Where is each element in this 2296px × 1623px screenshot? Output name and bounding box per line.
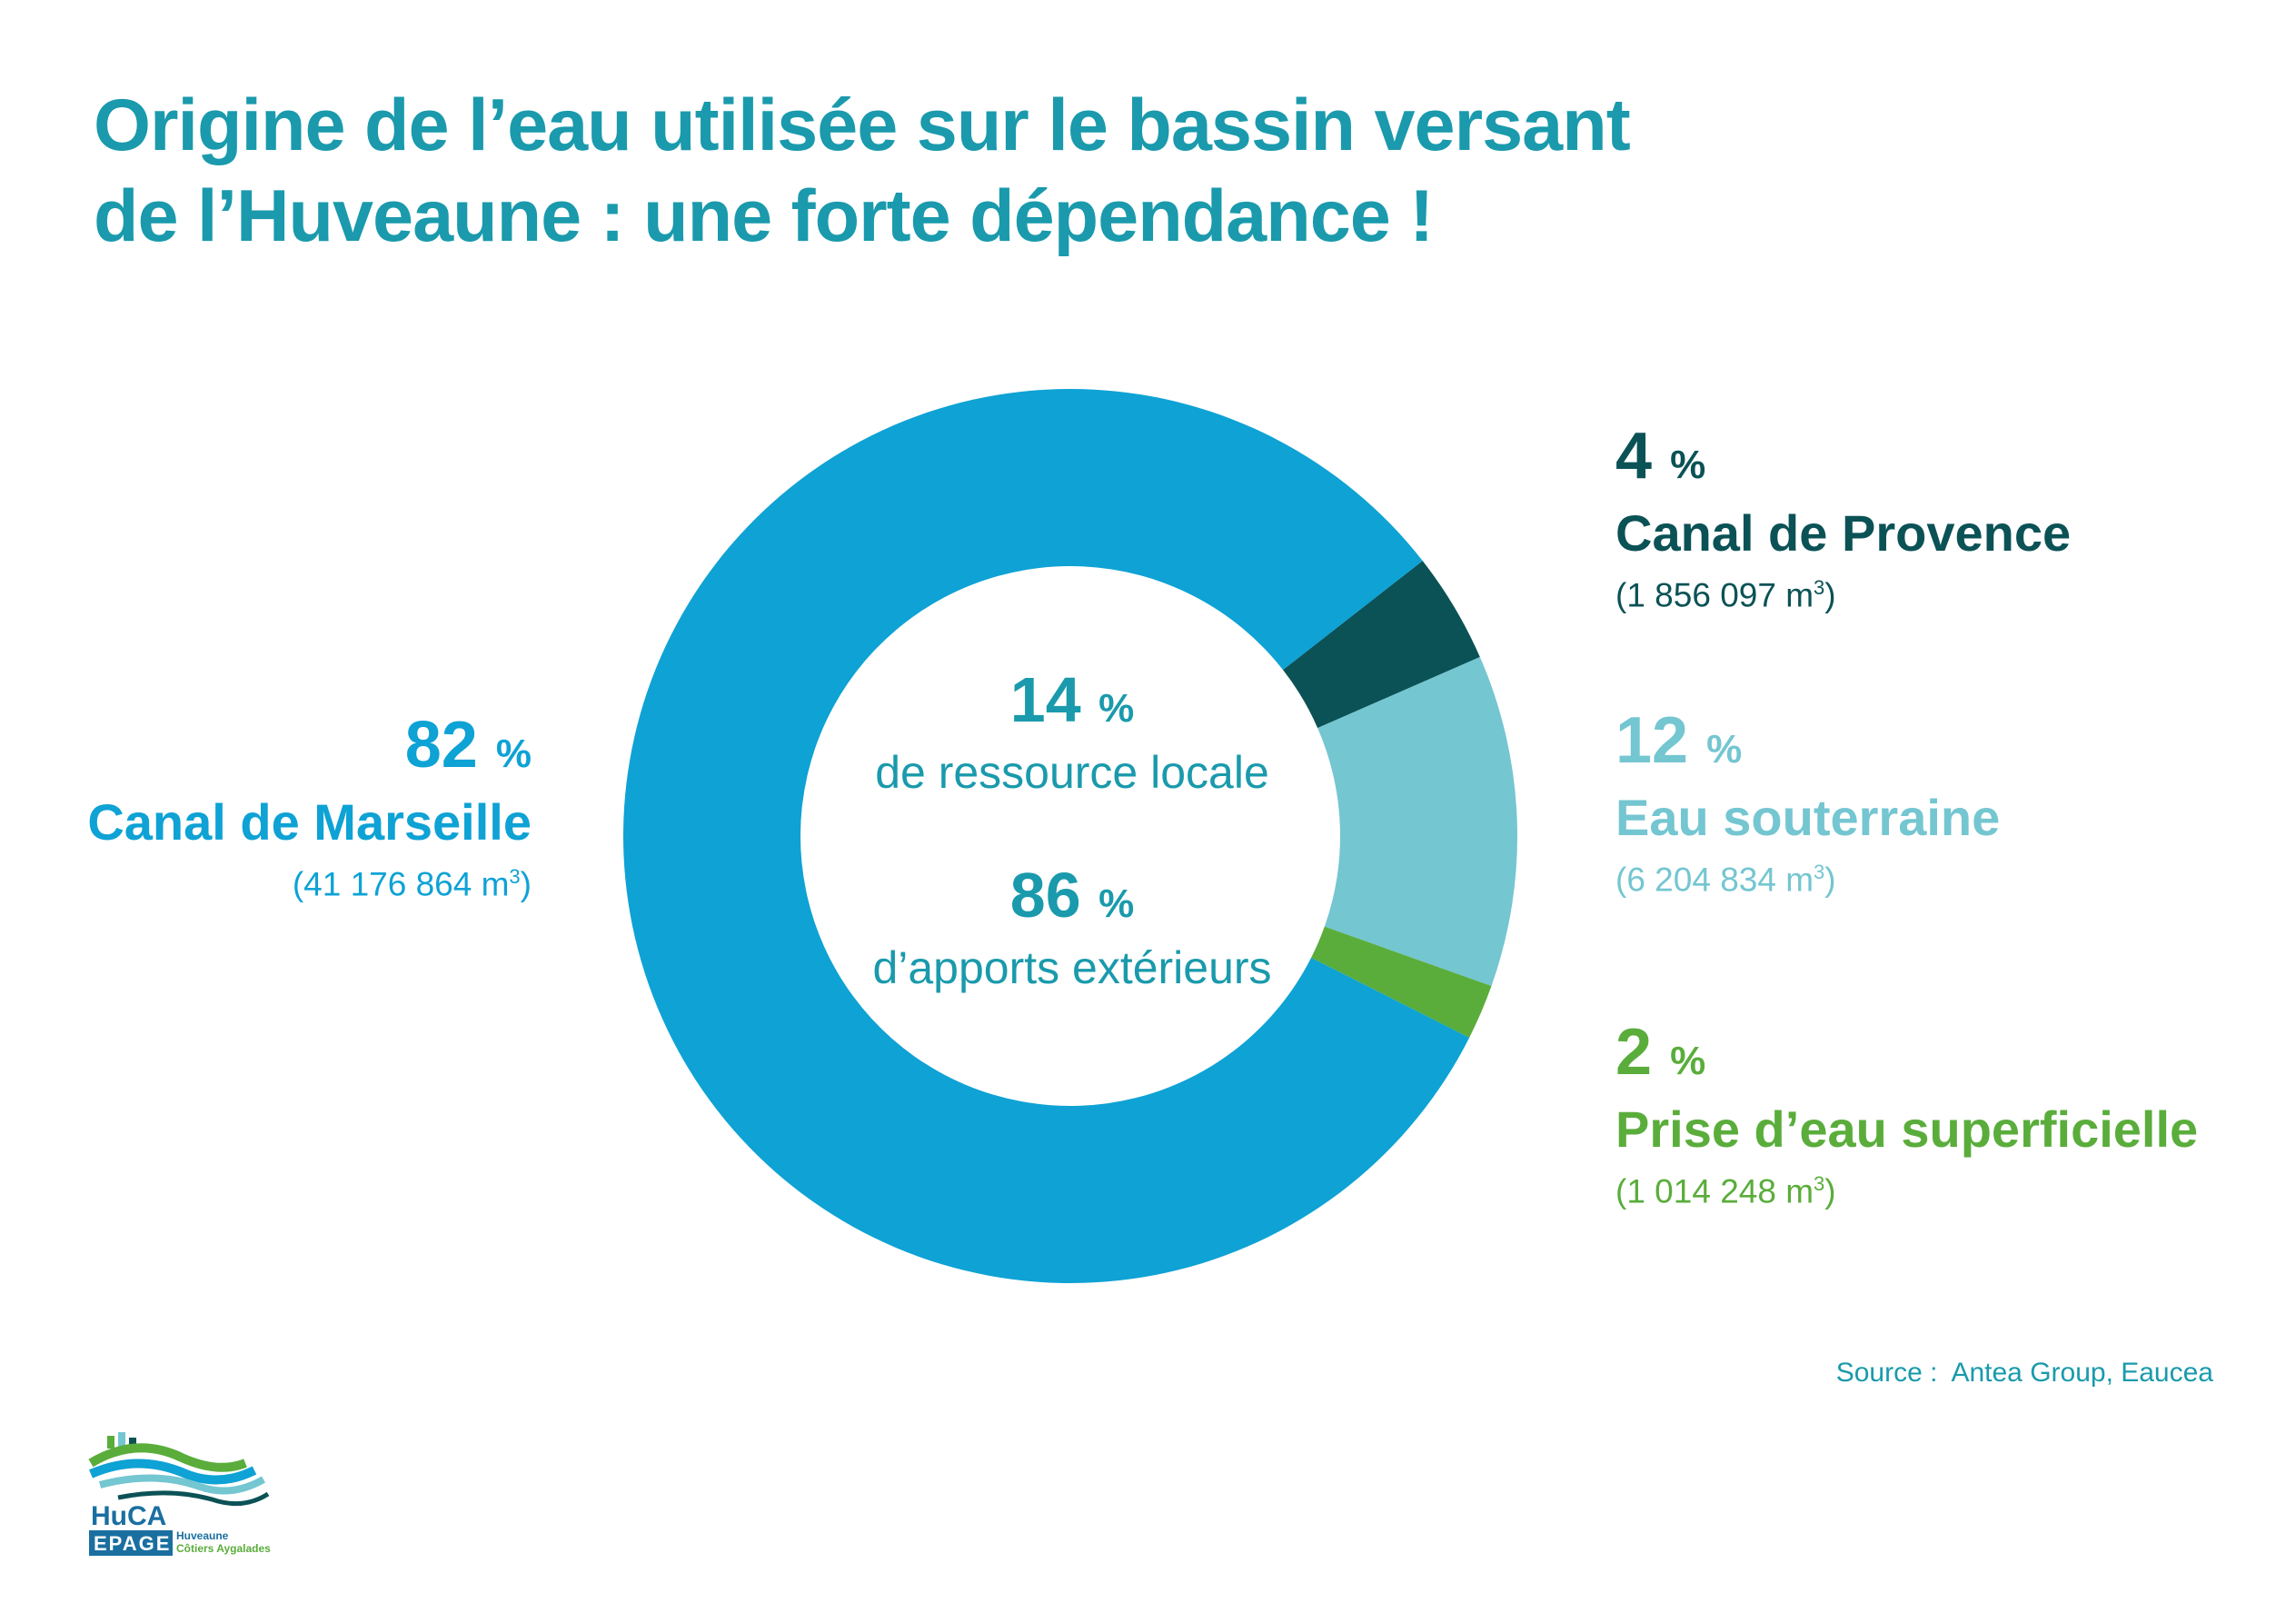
legend-unit: % — [495, 732, 532, 776]
legend-volume: (41 176 864 m — [292, 865, 510, 903]
logo-text-huca: HuCA — [91, 1501, 166, 1531]
legend-value: 4 — [1615, 420, 1653, 493]
center-local: 14 % de ressource locale — [800, 663, 1345, 800]
center-local-unit: % — [1098, 686, 1135, 731]
legend-unit: % — [1670, 443, 1706, 487]
legend-unit: % — [1670, 1039, 1706, 1083]
center-local-value: 14 — [1009, 664, 1081, 735]
legend-value: 82 — [404, 709, 478, 782]
source-note: Source : Antea Group, Eaucea — [1835, 1358, 2213, 1388]
center-ext-unit: % — [1098, 881, 1135, 926]
page-title: Origine de l’eau utilisée sur le bassin … — [94, 80, 1820, 262]
center-ext-label: d’apports extérieurs — [872, 942, 1272, 993]
legend-value: 2 — [1615, 1016, 1653, 1089]
center-external: 86 % d’apports extérieurs — [800, 859, 1345, 995]
title-line-1: Origine de l’eau utilisée sur le bassin … — [94, 85, 1631, 166]
legend-unit: % — [1706, 727, 1743, 772]
legend-eau-souterraine: 12 % Eau souterraine (6 204 834 m3) — [1615, 704, 2001, 899]
legend-value: 12 — [1615, 704, 1689, 777]
logo-line-1: Huveaune — [176, 1529, 229, 1542]
legend-canal-provence: 4 % Canal de Provence (1 856 097 m3) — [1615, 420, 2072, 614]
legend-name: Canal de Marseille — [87, 793, 532, 851]
legend-name: Canal de Provence — [1615, 504, 2072, 562]
logo-text-epage: EPAGE — [94, 1532, 171, 1555]
donut-slice-canal-de-provence — [1283, 561, 1480, 729]
center-ext-value: 86 — [1009, 860, 1081, 931]
center-local-label: de ressource locale — [875, 747, 1269, 798]
donut-slice-prise-d-eau-superficielle — [1311, 926, 1492, 1038]
donut-slice-canal-de-marseille — [623, 388, 1470, 1283]
legend-volume: (1 014 248 m — [1615, 1172, 1814, 1210]
title-line-2: de l’Huveaune : une forte dépendance ! — [94, 175, 1434, 257]
legend-volume: (1 856 097 m — [1615, 576, 1814, 614]
huca-epage-logo: HuCA EPAGE Huveaune Côtiers Aygalades — [88, 1432, 271, 1556]
logo-line-2: Côtiers Aygalades — [176, 1542, 271, 1555]
legend-volume: (6 204 834 m — [1615, 861, 1814, 899]
legend-canal-marseille: 82 % Canal de Marseille (41 176 864 m3) — [87, 709, 532, 903]
legend-name: Eau souterraine — [1615, 789, 2001, 846]
legend-prise-eau: 2 % Prise d’eau superficielle (1 014 248… — [1615, 1016, 2199, 1210]
donut-slice-eau-souterraine — [1317, 657, 1517, 987]
legend-name: Prise d’eau superficielle — [1615, 1100, 2199, 1158]
